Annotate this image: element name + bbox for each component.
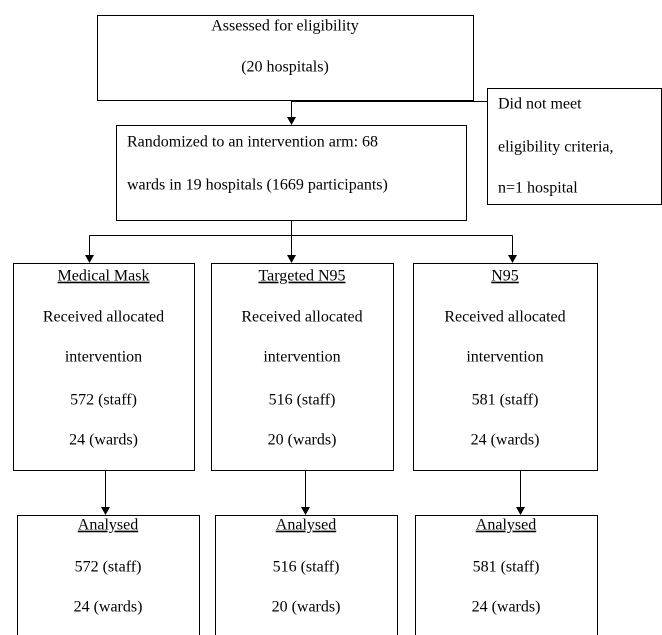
- exclusion-text: eligibility criteria,: [498, 139, 614, 156]
- analysis-box: [215, 515, 398, 635]
- analysis-heading: Analysed: [476, 517, 536, 534]
- arm-allocation: intervention: [65, 349, 142, 366]
- arm-box: [211, 263, 394, 471]
- randomization-text: wards in 19 hospitals (1669 participants…: [127, 177, 388, 194]
- assessment-box: [97, 15, 474, 101]
- arm-allocation: intervention: [466, 349, 543, 366]
- analysis-staff: 581 (staff): [473, 559, 540, 576]
- arm-name: N95: [491, 268, 519, 285]
- arm-name: Targeted N95: [259, 268, 346, 285]
- arrowhead: [508, 255, 517, 263]
- arrowhead: [101, 507, 110, 515]
- arrowhead: [287, 255, 296, 263]
- analysis-box: [415, 515, 598, 635]
- arm-wards: 24 (wards): [471, 432, 540, 449]
- arrowhead: [85, 255, 94, 263]
- exclusion-text: n=1 hospital: [498, 180, 578, 197]
- arrowhead: [301, 507, 310, 515]
- analysis-wards: 24 (wards): [472, 599, 541, 616]
- arm-name: Medical Mask: [58, 268, 150, 285]
- arm-allocation: intervention: [263, 349, 340, 366]
- arm-allocation: Received allocated: [241, 309, 362, 326]
- arm-box: [13, 263, 195, 471]
- arm-allocation: Received allocated: [43, 309, 164, 326]
- arrowhead: [516, 507, 525, 515]
- analysis-wards: 24 (wards): [74, 599, 143, 616]
- analysis-wards: 20 (wards): [272, 599, 341, 616]
- arm-wards: 20 (wards): [268, 432, 337, 449]
- analysis-heading: Analysed: [78, 517, 138, 534]
- arm-staff: 572 (staff): [70, 392, 137, 409]
- analysis-staff: 516 (staff): [273, 559, 340, 576]
- arm-staff: 581 (staff): [472, 392, 539, 409]
- assessment-title: Assessed for eligibility: [211, 18, 359, 35]
- analysis-heading: Analysed: [276, 517, 336, 534]
- exclusion-text: Did not meet: [498, 96, 582, 113]
- analysis-box: [17, 515, 200, 635]
- randomization-text: Randomized to an intervention arm: 68: [127, 134, 378, 151]
- arrowhead: [287, 117, 296, 125]
- arm-staff: 516 (staff): [269, 392, 336, 409]
- assessment-count: (20 hospitals): [241, 59, 329, 76]
- arm-allocation: Received allocated: [444, 309, 565, 326]
- analysis-staff: 572 (staff): [75, 559, 142, 576]
- arm-box: [413, 263, 598, 471]
- arm-wards: 24 (wards): [69, 432, 138, 449]
